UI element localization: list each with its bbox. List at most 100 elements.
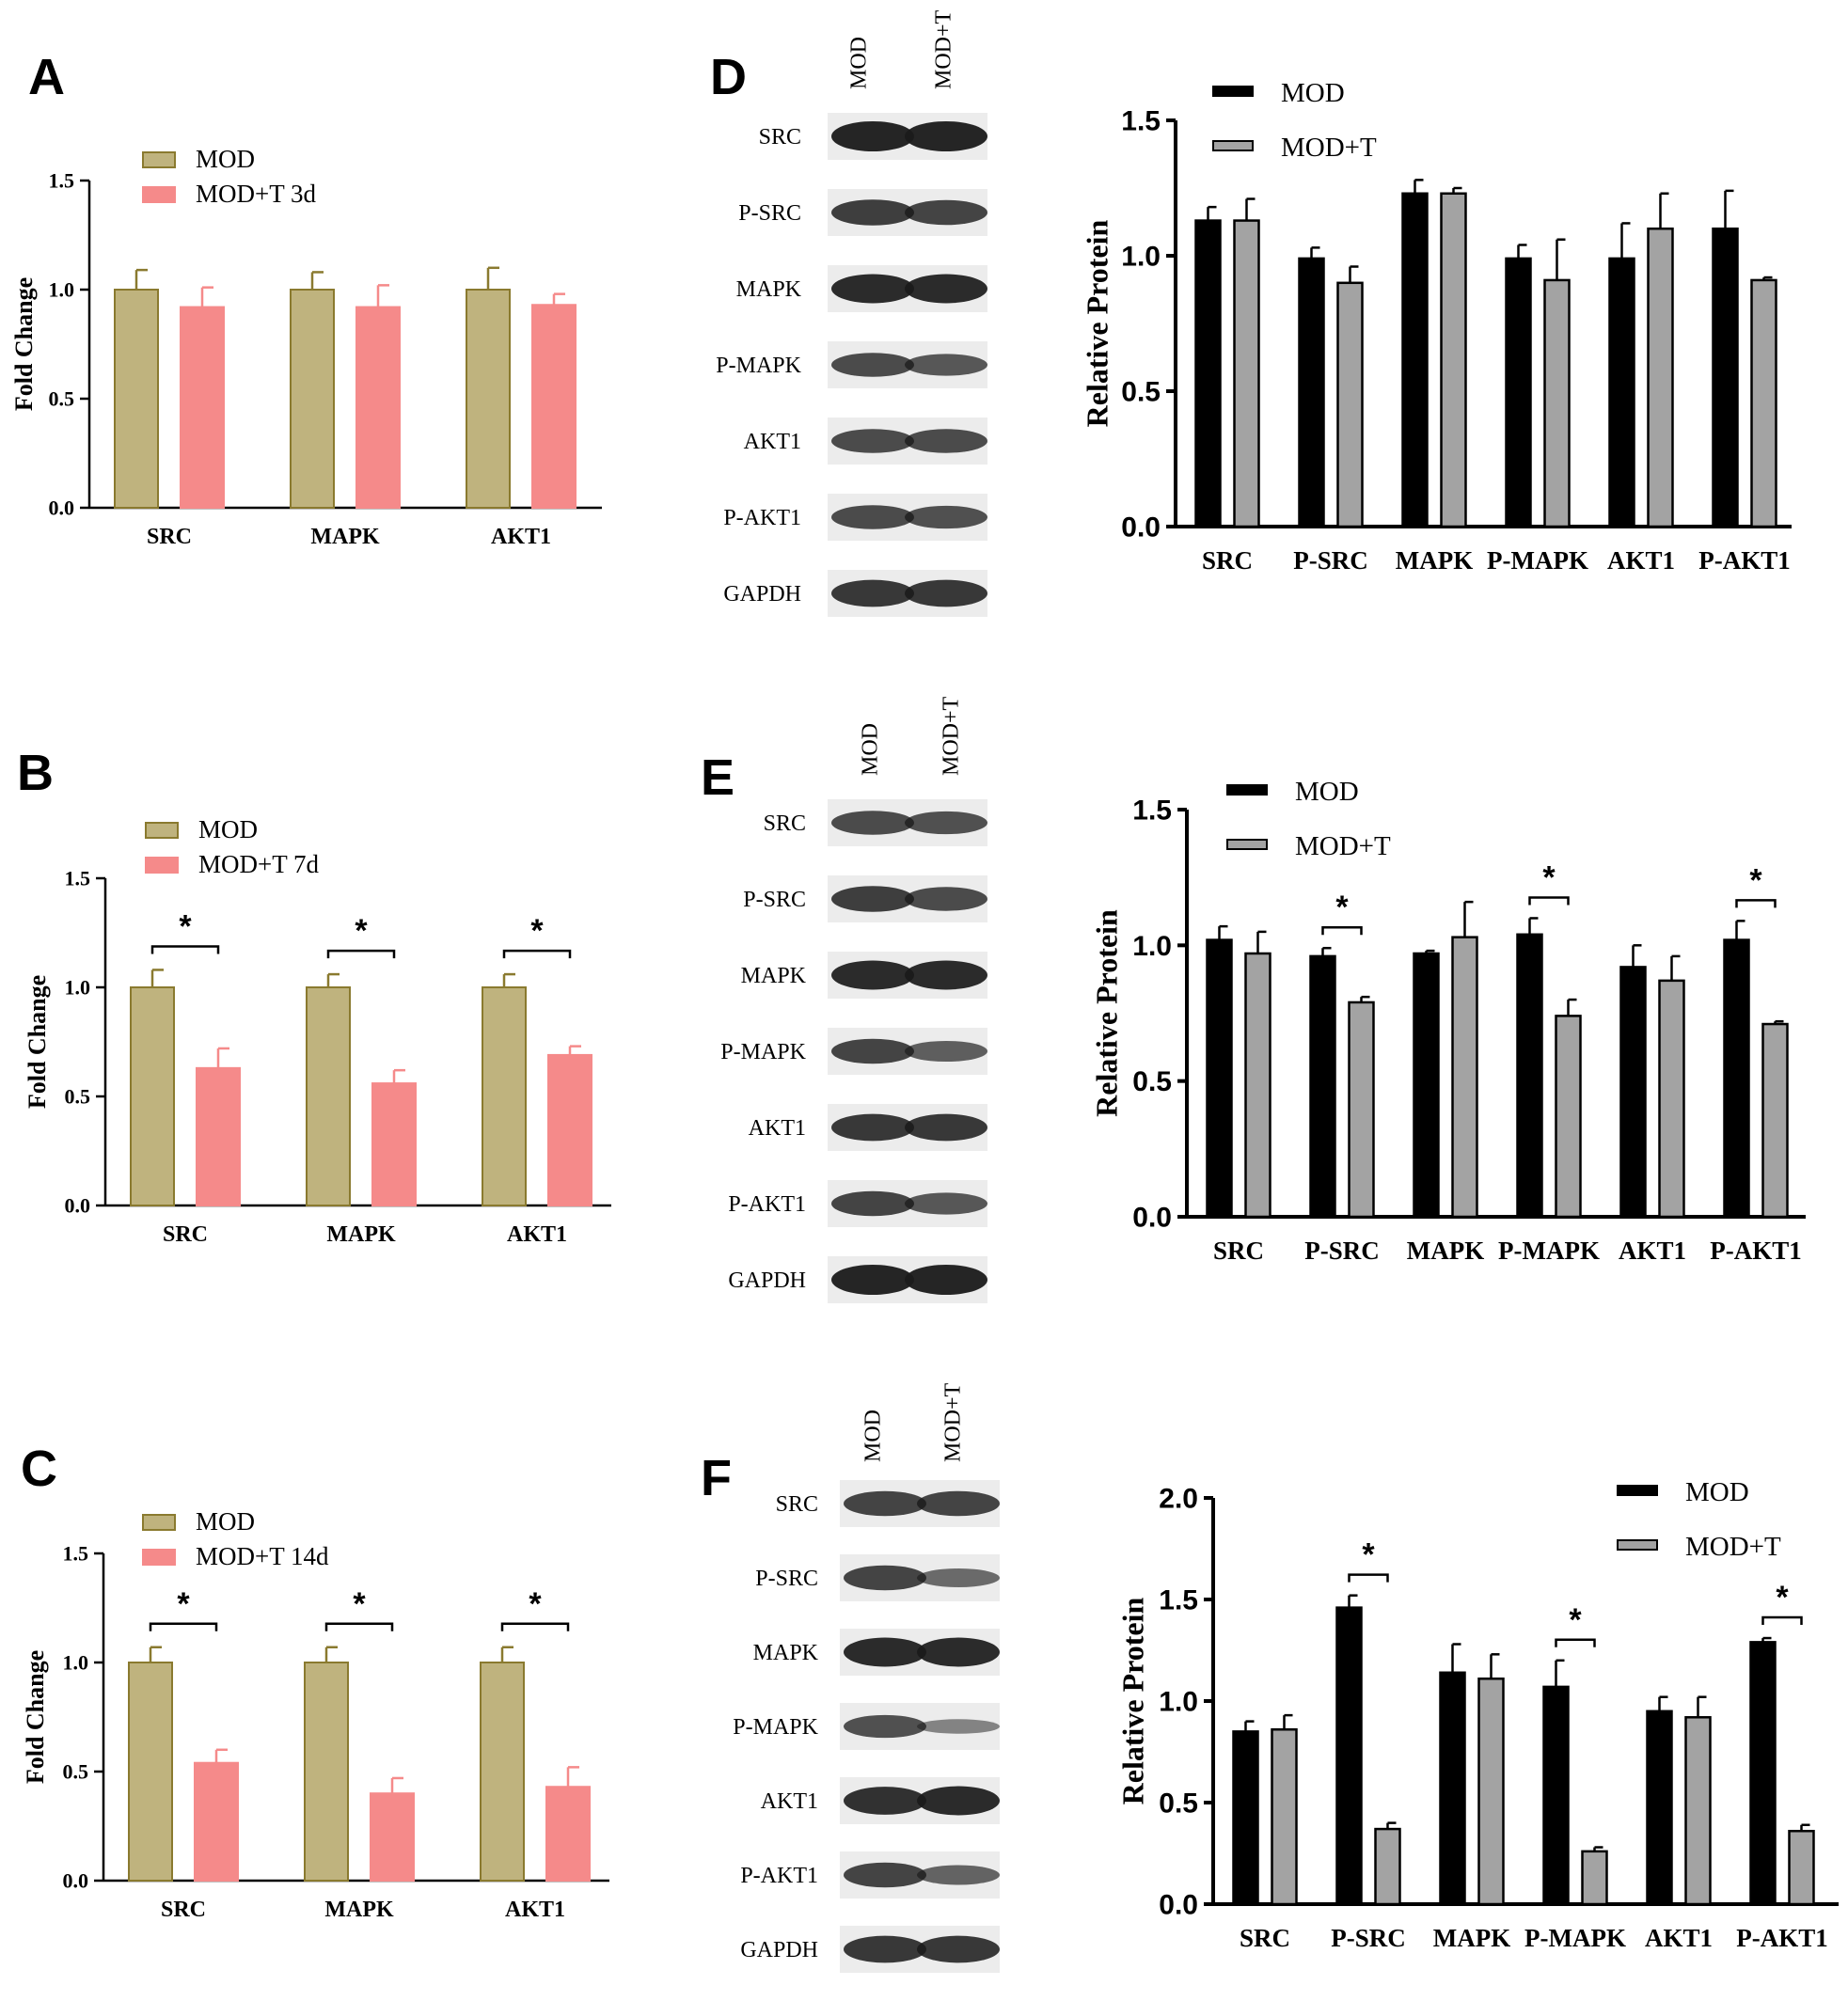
blot-band: [905, 274, 987, 304]
blot-row-p-src: P-SRC: [738, 189, 987, 236]
bar-src-mod: [1194, 219, 1222, 528]
significance-star: *: [179, 908, 192, 944]
y-tick-label: 1.0: [49, 278, 75, 302]
blot-band: [905, 1113, 987, 1142]
legend-label: MOD+T 7d: [198, 850, 319, 878]
x-tick-label: AKT1: [505, 1898, 565, 1922]
blot-row-label: SRC: [776, 1492, 818, 1517]
significance-star: *: [1569, 1602, 1582, 1638]
y-tick-label: 0.5: [1132, 1066, 1172, 1097]
x-tick-label: AKT1: [491, 525, 551, 549]
legend-swatch: [1226, 784, 1268, 796]
blot-band: [831, 353, 914, 377]
significance-bracket: [326, 949, 396, 959]
legend-swatch: [1212, 86, 1254, 97]
significance-bracket: [324, 1622, 394, 1631]
blot-d: MOD MOD+T SRC P-SRC MAPK P-MAPK AKT1 P-AKT1 GAPD…: [716, 9, 987, 617]
significance-bracket: [1528, 896, 1570, 906]
bar-p-src-mod: [1309, 954, 1336, 1219]
bar-akt1-mod: [1646, 1710, 1673, 1906]
y-axis-title: Relative Protein: [1080, 219, 1114, 427]
chart-e: 0.0 0.5 1.0 1.5 Relative Protein SRC P-SRC * MAP…: [1089, 777, 1806, 1265]
significance-bracket: [502, 949, 572, 959]
blot-row-akt1: AKT1: [744, 418, 987, 465]
x-tick-label: P-MAPK: [1498, 1237, 1600, 1265]
blot-row-label: P-SRC: [738, 201, 801, 226]
significance-star: *: [1335, 890, 1349, 925]
y-tick-label: 1.0: [1132, 931, 1172, 962]
x-tick-label: P-AKT1: [1736, 1924, 1828, 1952]
significance-star: *: [1776, 1580, 1789, 1615]
blot-band: [831, 579, 914, 607]
x-tick-label: P-SRC: [1293, 546, 1368, 575]
bar-mapk-mod: [1439, 1671, 1466, 1906]
x-tick-label: MAPK: [1433, 1924, 1510, 1952]
significance-bracket: [1761, 1615, 1803, 1626]
bar-src-modt: [194, 1761, 239, 1882]
bar-mapk-mod: [306, 986, 351, 1206]
y-tick-label: 1.5: [65, 867, 91, 890]
significance-bracket: [149, 1622, 218, 1631]
blot-row-label: SRC: [764, 811, 806, 836]
blot-band: [905, 1192, 987, 1215]
x-tick-label: SRC: [163, 1222, 208, 1247]
legend-swatch: [145, 822, 179, 839]
blot-row-label: GAPDH: [740, 1938, 818, 1962]
bar-p-akt1-mod: [1712, 227, 1739, 528]
y-tick-label: 1.5: [49, 169, 75, 193]
bar-akt1-modt: [1658, 979, 1685, 1219]
x-tick-label: P-SRC: [1304, 1237, 1380, 1265]
blot-row-gapdh: GAPDH: [740, 1926, 1000, 1973]
blot-row-label: P-AKT1: [728, 1192, 806, 1217]
blot-row-gapdh: GAPDH: [728, 1256, 987, 1303]
bar-p-mapk-mod: [1516, 933, 1543, 1219]
blot-band: [831, 429, 914, 453]
bar-p-src-mod: [1335, 1606, 1363, 1906]
blot-band: [844, 1787, 926, 1815]
x-tick-label: P-MAPK: [1524, 1924, 1626, 1952]
blot-row-mapk: MAPK: [736, 265, 987, 312]
legend-swatch: [142, 1514, 176, 1531]
bar-p-mapk-modt: [1555, 1015, 1582, 1219]
legend-swatch: [1617, 1485, 1658, 1496]
blot-row-label: P-MAPK: [720, 1040, 806, 1064]
blot-band: [844, 1935, 926, 1963]
blot-row-gapdh: GAPDH: [723, 570, 987, 617]
significance-star: *: [355, 913, 368, 949]
bar-p-akt1-mod: [1749, 1641, 1777, 1906]
blot-band: [905, 811, 987, 835]
significance-bracket: [150, 945, 220, 954]
bar-akt1-modt: [1647, 227, 1674, 528]
bar-p-mapk-modt: [1543, 278, 1571, 528]
significance-star: *: [530, 913, 544, 949]
blot-row-label: P-MAPK: [716, 354, 801, 378]
blot-row-p-src: P-SRC: [755, 1554, 1000, 1601]
legend-label: MOD: [198, 815, 258, 843]
blot-row-src: SRC: [764, 799, 987, 846]
panel-letter-a: A: [28, 49, 65, 105]
blot-row-mapk: MAPK: [741, 952, 987, 999]
blot-band: [831, 121, 914, 151]
legend-label: MOD+T: [1685, 1532, 1781, 1562]
y-tick-label: 0.0: [1159, 1890, 1198, 1921]
legend: MOD MOD+T: [1226, 777, 1391, 861]
y-tick-label: 2.0: [1159, 1484, 1198, 1515]
legend-swatch: [142, 186, 176, 203]
legend-label: MOD+T: [1295, 831, 1391, 861]
y-tick-label: 0.5: [65, 1085, 91, 1109]
significance-bracket: [1555, 1638, 1596, 1647]
y-tick-label: 1.0: [63, 1651, 89, 1675]
blot-row-label: P-AKT1: [740, 1864, 818, 1888]
significance-star: *: [1542, 859, 1556, 895]
blot-row-p-mapk: P-MAPK: [733, 1703, 1000, 1750]
lane-label: MOD: [847, 37, 872, 89]
bar-akt1-mod: [480, 1662, 525, 1882]
bar-src-modt: [196, 1066, 241, 1206]
bar-p-mapk-mod: [1542, 1685, 1570, 1906]
bar-p-mapk-modt: [1581, 1850, 1608, 1906]
bar-p-akt1-modt: [1750, 278, 1777, 528]
bar-p-mapk-mod: [1505, 257, 1532, 528]
y-tick-label: 1.5: [1132, 796, 1172, 827]
blot-row-p-akt1: P-AKT1: [740, 1851, 1000, 1899]
